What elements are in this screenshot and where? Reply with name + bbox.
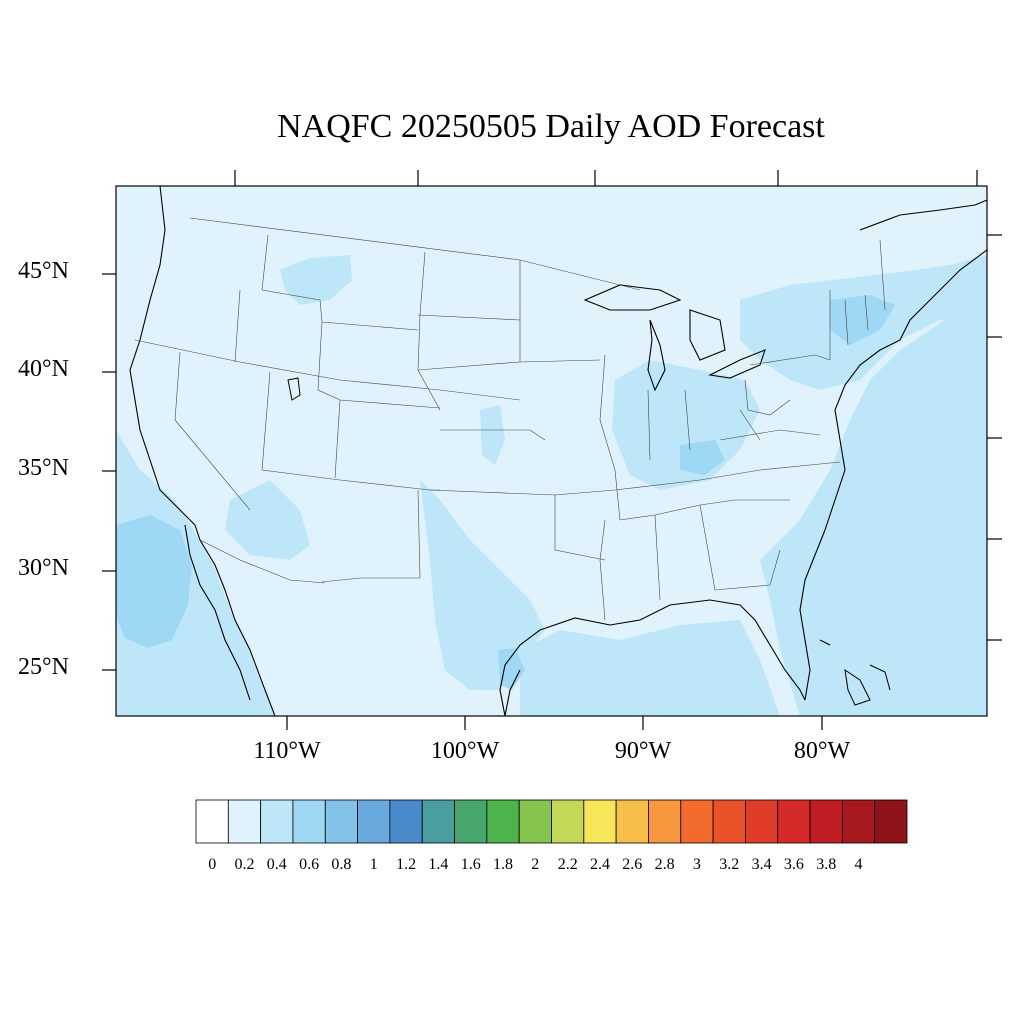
aod-region-gulf [520, 620, 780, 716]
lat-label-35: 35°N [18, 455, 69, 481]
colorbar-label: 2.2 [557, 856, 578, 873]
colorbar-box-9 [486, 799, 520, 844]
colorbar-label: 4 [854, 856, 863, 873]
map-plot-area [116, 186, 987, 716]
colorbar-label: 2.8 [654, 856, 675, 873]
colorbar-label: 0.4 [266, 856, 287, 873]
lat-label-30: 30°N [18, 555, 69, 581]
canada-coast-northeast [859, 199, 987, 231]
colorbar-label: 0.2 [234, 856, 255, 873]
baja-west [184, 524, 251, 701]
lat-label-40: 40°N [18, 356, 69, 382]
west-coast [129, 186, 201, 541]
colorbar-label: 3 [692, 856, 701, 873]
colorbar-box-7 [421, 799, 455, 844]
great-lakes-michigan [647, 319, 666, 392]
colorbar-label: 1.6 [460, 856, 481, 873]
colorbar-box-3 [292, 799, 326, 844]
lon-label-90: 90°W [614, 738, 672, 764]
colorbar-label: 3.8 [816, 856, 837, 873]
mexico-east [504, 669, 521, 716]
colorbar-box-15 [680, 799, 714, 844]
colorbar-box-11 [551, 799, 585, 844]
colorbar-label: 1.8 [493, 856, 513, 873]
great-lakes-erie [708, 349, 766, 379]
aod-region-kentucky [680, 440, 725, 475]
aod-region-newengland [830, 295, 895, 345]
colorbar-box-0 [195, 799, 229, 844]
colorbar-label: 3.2 [719, 856, 740, 873]
tick-marks [102, 170, 1002, 730]
aod-region-houston [498, 648, 525, 690]
colorbar-box-21 [874, 799, 908, 844]
colorbar-label: 3.6 [783, 856, 804, 873]
great-salt-lake [287, 377, 301, 401]
map-title: NAQFC 20250505 Daily AOD Forecast [277, 108, 825, 145]
aod-region-southwest [225, 480, 310, 560]
aod-region-montana [280, 255, 352, 305]
aod-region-pacific-high [116, 515, 192, 648]
coastlines [129, 186, 987, 716]
colorbar-box-20 [841, 799, 876, 844]
colorbar-label: 1.4 [428, 856, 449, 873]
great-lakes-huron [689, 309, 726, 361]
colorbar-box-10 [518, 799, 552, 844]
colorbar-label: 1.2 [396, 856, 417, 873]
colorbar-box-14 [648, 799, 682, 844]
texas-coast [499, 629, 541, 716]
lon-label-80: 80°W [793, 738, 851, 764]
gulf-coast [539, 599, 806, 701]
colorbar-box-5 [357, 799, 391, 844]
colorbar-box-18 [777, 799, 811, 844]
colorbar-boxes [195, 799, 908, 844]
baja-coast [199, 539, 276, 716]
east-coast [824, 249, 987, 531]
caribbean-islands [819, 639, 891, 706]
lon-label-100: 100°W [430, 738, 500, 764]
colorbar-label: 0.6 [299, 856, 320, 873]
aod-contours-high [116, 295, 895, 690]
colorbar-box-13 [615, 799, 649, 844]
colorbar-label: 3.4 [751, 856, 772, 873]
aod-region-atlantic [760, 290, 987, 716]
colorbar-label: 1 [369, 856, 378, 873]
colorbar-box-19 [809, 799, 843, 844]
colorbar-label: 2 [531, 856, 540, 873]
colorbar-box-8 [454, 799, 488, 844]
florida-east [799, 529, 826, 701]
colorbar-label: 0 [208, 856, 217, 873]
lat-label-45: 45°N [18, 258, 69, 284]
aod-region-texas [420, 480, 545, 690]
colorbar-box-6 [389, 799, 423, 844]
colorbar-box-4 [324, 799, 358, 844]
state-borders [134, 217, 886, 621]
colorbar-label: 2.4 [590, 856, 610, 873]
colorbar-label: 0.8 [331, 856, 352, 873]
colorbar-label: 2.6 [622, 856, 643, 873]
colorbar-box-12 [583, 799, 617, 844]
aod-region-kansas [480, 405, 505, 465]
lat-label-25: 25°N [18, 654, 69, 680]
colorbar-box-1 [227, 799, 262, 844]
map-frame [115, 185, 988, 717]
colorbar-box-16 [712, 799, 746, 844]
colorbar-box-2 [260, 799, 294, 844]
colorbar-box-17 [745, 799, 779, 844]
lon-label-110: 110°W [253, 738, 321, 764]
